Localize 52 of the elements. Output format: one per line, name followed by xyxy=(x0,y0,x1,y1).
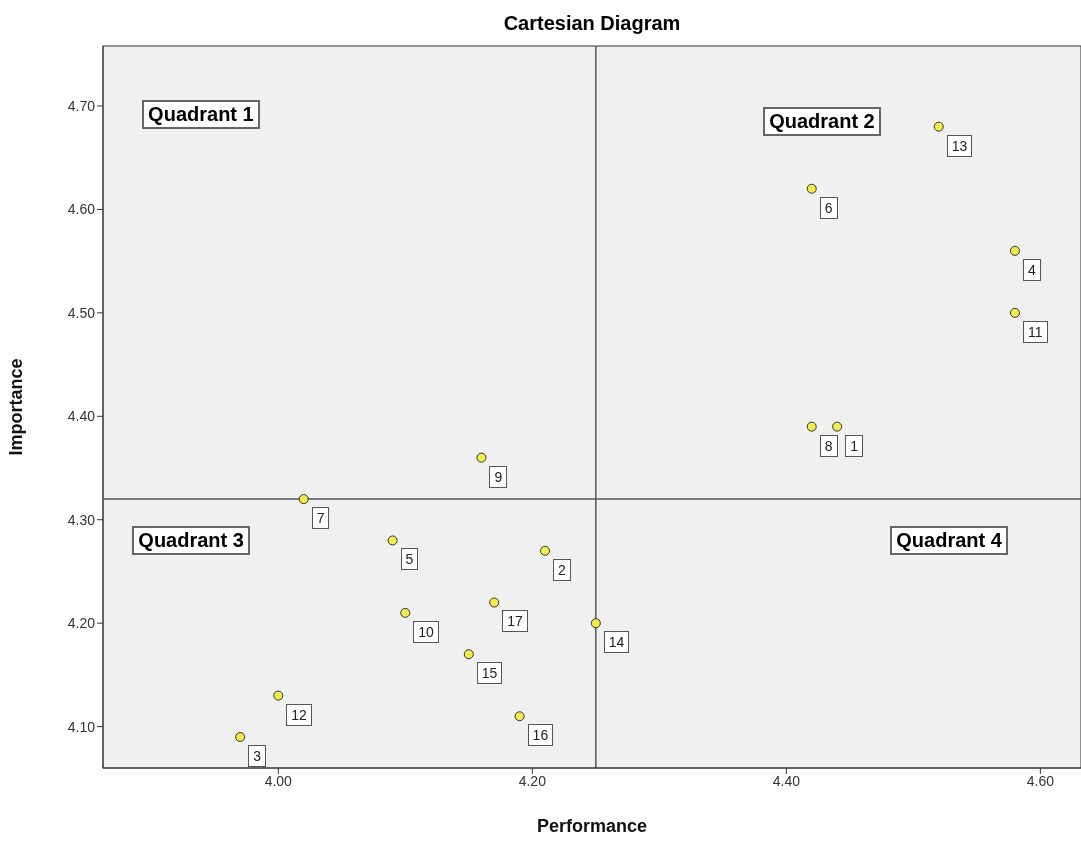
annotation: 15 xyxy=(476,662,503,685)
annotation: 11 xyxy=(1022,320,1048,343)
point xyxy=(539,545,551,556)
y-tick-label: 4.20 xyxy=(67,615,96,632)
annotation: 16 xyxy=(527,724,554,747)
x-tick-label: 4.20 xyxy=(518,772,547,789)
annotation: 10 xyxy=(413,620,439,643)
point xyxy=(590,618,601,629)
chart-title: Cartesian Diagram xyxy=(502,11,682,36)
x-tick-label: 4.00 xyxy=(264,772,293,789)
annotation: 5 xyxy=(400,548,419,571)
annotation: 13 xyxy=(946,134,973,157)
point xyxy=(476,452,487,463)
annotation: 2 xyxy=(553,558,571,581)
annotation: Quadrant 1 xyxy=(142,100,260,130)
annotation: 6 xyxy=(819,196,838,219)
x-axis-title: Performance xyxy=(536,816,648,836)
point xyxy=(463,649,474,660)
point xyxy=(489,597,500,608)
x-tick-label: 4.40 xyxy=(772,772,801,789)
point xyxy=(1009,245,1020,256)
annotation: 1 xyxy=(845,434,863,457)
point xyxy=(298,494,309,505)
annotation: Quadrant 3 xyxy=(132,526,250,556)
point xyxy=(832,421,843,432)
point xyxy=(806,421,817,432)
annotation: 4 xyxy=(1022,258,1041,281)
annotation: 17 xyxy=(502,610,528,633)
y-tick-label: 4.50 xyxy=(67,304,96,321)
annotation: Quadrant 4 xyxy=(890,526,1008,556)
y-tick-label: 4.30 xyxy=(67,511,96,528)
annotation: 9 xyxy=(489,465,508,488)
annotation: 12 xyxy=(286,703,312,726)
point xyxy=(273,690,284,701)
y-axis-title: Importance xyxy=(6,358,27,456)
point xyxy=(400,607,411,618)
point xyxy=(235,731,246,742)
point xyxy=(806,183,817,194)
x-tick-label: 4.60 xyxy=(1026,772,1055,789)
annotation: 7 xyxy=(311,507,330,530)
point xyxy=(514,711,525,722)
annotation: 8 xyxy=(819,434,838,457)
y-tick-label: 4.10 xyxy=(67,718,96,735)
y-tick-label: 4.40 xyxy=(67,408,96,425)
y-tick-label: 4.60 xyxy=(67,201,96,218)
y-tick-label: 4.70 xyxy=(67,97,96,114)
annotation: 3 xyxy=(248,744,266,767)
annotation: Quadrant 2 xyxy=(763,107,881,137)
point xyxy=(387,535,398,546)
point xyxy=(933,121,944,132)
annotation: 14 xyxy=(603,631,630,654)
point xyxy=(1009,307,1020,318)
